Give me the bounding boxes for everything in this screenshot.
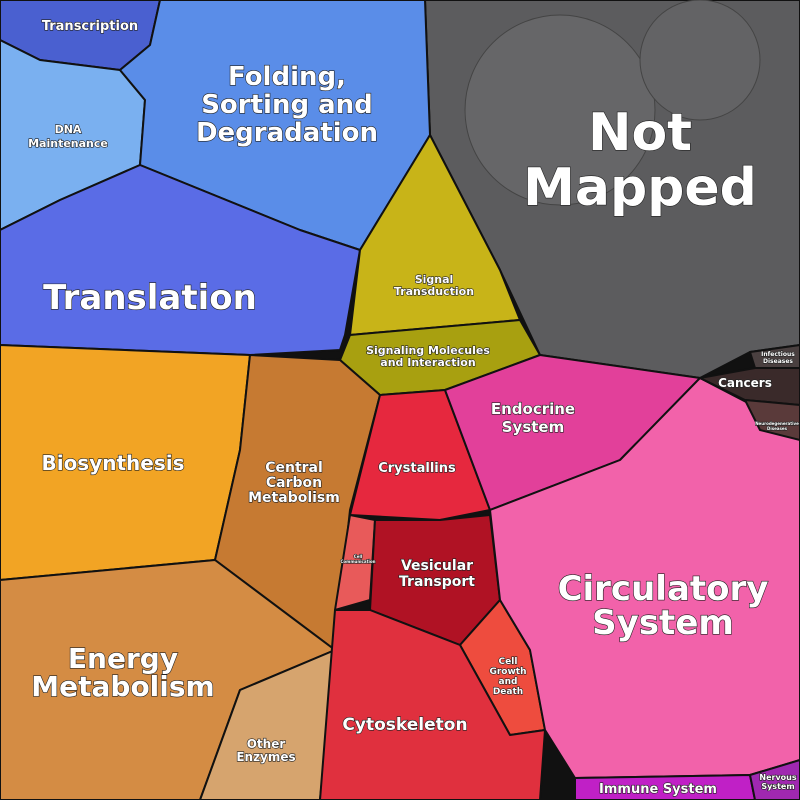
label-line: Endocrine bbox=[491, 400, 575, 418]
label-biosynthesis: Biosynthesis bbox=[41, 451, 184, 475]
cell bbox=[639, 0, 761, 121]
label-line: Circulatory bbox=[558, 569, 769, 609]
label-line: Growth bbox=[489, 667, 526, 677]
label-line: Translation bbox=[43, 278, 257, 318]
region-cancers bbox=[699, 367, 800, 406]
label-line: Carbon bbox=[266, 475, 322, 491]
label-line: Folding, bbox=[228, 62, 346, 92]
label-line: and bbox=[499, 677, 518, 687]
label-line: Cell bbox=[354, 554, 363, 559]
label-line: Central bbox=[265, 460, 323, 476]
label-line: Degradation bbox=[196, 118, 378, 148]
region-infectious bbox=[749, 344, 800, 369]
label-line: Transduction bbox=[394, 285, 474, 298]
label-immune: Immune System bbox=[599, 782, 717, 797]
region-cytoskeleton bbox=[319, 609, 546, 800]
label-line: Crystallins bbox=[378, 461, 456, 476]
label-cytoskeleton: Cytoskeleton bbox=[342, 715, 467, 735]
label-energy-metabolism: Energy Metabolism bbox=[31, 642, 214, 703]
label-cancers: Cancers bbox=[718, 376, 772, 390]
label-line: Energy bbox=[68, 642, 178, 675]
label-line: Diseases bbox=[763, 358, 793, 365]
label-line: Other bbox=[247, 737, 286, 751]
label-translation: Translation bbox=[43, 278, 257, 318]
label-line: Nervous bbox=[759, 773, 796, 782]
label-not-mapped: Not Mapped bbox=[523, 103, 757, 218]
label-signaling-molecules: Signaling Molecules and Interaction bbox=[366, 344, 490, 369]
region-other-enzymes bbox=[199, 649, 336, 800]
label-line: Maintenance bbox=[28, 137, 108, 150]
label-dna-maintenance: DNA Maintenance bbox=[28, 123, 108, 150]
label-line: Neurodegenerative bbox=[755, 421, 799, 426]
label-nervous: Nervous System bbox=[759, 773, 796, 791]
label-central-carbon: Central Carbon Metabolism bbox=[248, 460, 340, 506]
label-line: Vesicular bbox=[401, 558, 473, 574]
label-neurodegenerative: Neurodegenerative Diseases bbox=[755, 421, 799, 431]
label-line: Infectious bbox=[761, 351, 795, 358]
label-line: Immune System bbox=[599, 782, 717, 797]
label-line: Mapped bbox=[523, 158, 757, 218]
label-line: Biosynthesis bbox=[41, 451, 184, 475]
label-line: Transport bbox=[399, 574, 475, 590]
label-line: Metabolism bbox=[248, 490, 340, 506]
label-other-enzymes: Other Enzymes bbox=[236, 737, 295, 764]
label-line: and Interaction bbox=[380, 356, 475, 369]
label-transcription: Transcription bbox=[42, 19, 138, 34]
label-line: System bbox=[502, 418, 564, 436]
region-nervous bbox=[749, 759, 800, 800]
label-folding: Folding, Sorting and Degradation bbox=[196, 62, 378, 148]
label-endocrine: Endocrine System bbox=[491, 400, 575, 436]
label-circulatory: Circulatory System bbox=[558, 569, 769, 643]
label-vesicular-transport: Vesicular Transport bbox=[399, 558, 475, 590]
label-line: Signal bbox=[415, 273, 454, 286]
label-cell-communication: Cell Communication bbox=[340, 554, 375, 564]
label-crystallins: Crystallins bbox=[378, 461, 456, 476]
region-immune bbox=[574, 774, 756, 800]
region-crystallins bbox=[349, 389, 491, 521]
label-line: Cell bbox=[499, 657, 518, 667]
region-neurodegenerative bbox=[744, 399, 800, 441]
label-line: Cytoskeleton bbox=[342, 715, 467, 735]
label-line: Transcription bbox=[42, 19, 138, 34]
label-line: Enzymes bbox=[236, 750, 295, 764]
label-line: DNA bbox=[55, 123, 82, 136]
label-line: Sorting and bbox=[201, 90, 373, 120]
label-cell-growth: Cell Growth and Death bbox=[489, 657, 526, 697]
label-infectious: Infectious Diseases bbox=[761, 351, 795, 365]
label-line: Not bbox=[588, 103, 692, 163]
cell bbox=[464, 14, 656, 206]
label-line: Signaling Molecules bbox=[366, 344, 490, 357]
label-line: Cancers bbox=[718, 376, 772, 390]
label-line: Death bbox=[493, 687, 523, 697]
label-line: Diseases bbox=[767, 426, 788, 431]
label-line: System bbox=[592, 603, 734, 643]
label-line: Metabolism bbox=[31, 670, 214, 703]
label-line: System bbox=[761, 782, 794, 791]
label-signal-transduction: Signal Transduction bbox=[394, 273, 474, 298]
label-line: Communication bbox=[340, 559, 375, 564]
